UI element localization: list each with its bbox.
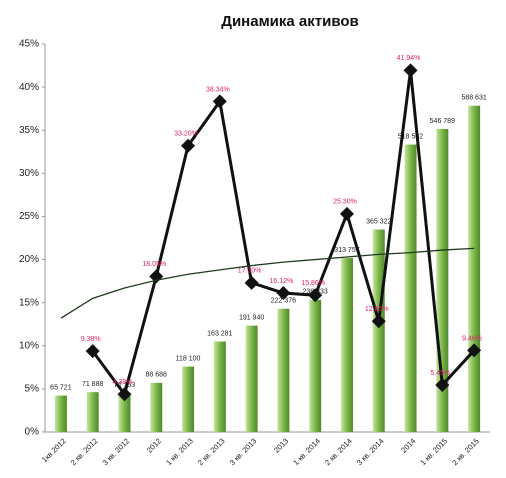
y-tick-label: 25% [19,211,39,222]
bar-label: 191 940 [239,314,264,321]
bar-label: 313 757 [334,247,359,254]
line-label: 38.34% [206,86,230,93]
line-label: 4.38% [113,379,133,386]
x-tick-label: 2013 [272,436,290,454]
trend-line [60,247,475,319]
line-label: 9.46% [462,335,482,342]
line-label: 9.38% [81,336,101,343]
line-label: 16.12% [270,278,294,285]
x-tick-label: 1 кв. 2013 [164,436,195,467]
x-tick-label: 1 кв. 2014 [291,436,322,467]
bar [86,392,99,432]
marker [339,206,354,221]
bar-label: 88 688 [146,372,168,379]
marker [371,314,386,329]
bar [277,308,290,432]
x-tick-label: 2012 [145,436,163,454]
bar-label: 365 322 [366,218,391,225]
bar-label: 65 721 [50,384,72,391]
chart-title: Динамика активов [221,13,358,30]
y-tick-label: 5% [25,384,40,395]
bar [182,366,195,432]
marker [276,286,291,301]
line-label: 15.86% [301,280,325,287]
bar-label: 588 631 [461,95,486,102]
marker [435,378,450,393]
bar-label: 163 281 [207,330,232,337]
bar [118,393,131,432]
x-tick-label: 1кв 2012 [40,436,68,464]
x-tick-label: 1 кв. 2015 [418,436,449,467]
x-tick-label: 3 кв. 2013 [228,436,259,467]
bar [54,395,67,432]
x-tick-label: 2 кв. 2012 [69,436,100,467]
line-label: 17.30% [238,268,262,275]
bar [468,105,481,432]
line-label: 5.45% [430,370,450,377]
marker [467,343,482,358]
bar [245,325,258,432]
bar [340,258,353,432]
x-tick-label: 2 кв. 2013 [196,436,227,467]
bar-label: 546 789 [430,118,455,125]
bar [404,144,417,432]
x-tick-label: 2 кв. 2014 [323,436,354,467]
bar [213,341,226,432]
bar-label: 118 100 [176,355,201,362]
y-tick-label: 15% [19,297,39,308]
y-tick-label: 20% [19,254,39,265]
marker [117,387,132,402]
line-label: 25.30% [333,199,357,206]
y-tick-label: 40% [19,82,39,93]
bar-label: 518 582 [398,133,423,140]
line-label: 12.85% [365,306,389,313]
bar-label: 222 376 [271,298,296,305]
y-tick-label: 0% [25,427,40,438]
marker [308,288,323,303]
y-tick-label: 30% [19,168,39,179]
bar-label: 70 153 [114,382,136,389]
x-tick-label: 2014 [399,436,417,454]
line-label: 41.94% [397,55,421,62]
bar [372,229,385,432]
bar [309,299,322,432]
x-tick-label: 3 кв. 2014 [355,436,386,467]
y-tick-label: 35% [19,125,39,136]
line-label: 18.05% [142,261,166,268]
marker [244,275,259,290]
bar [150,382,163,432]
marker [85,344,100,359]
bar-label: 71 888 [82,381,104,388]
marker [181,138,196,153]
y-tick-label: 45% [19,39,39,50]
x-tick-label: 2 кв. 2015 [450,436,481,467]
line-label: 33.20% [174,131,198,138]
y-tick-label: 10% [19,340,39,351]
x-tick-label: 3 кв. 2012 [101,436,132,467]
marker [212,94,227,109]
marker [403,63,418,78]
